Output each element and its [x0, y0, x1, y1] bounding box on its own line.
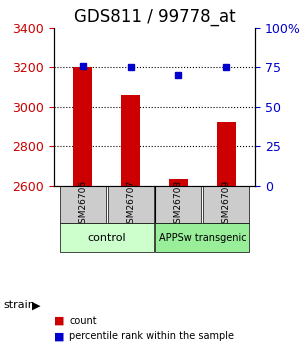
Title: GDS811 / 99778_at: GDS811 / 99778_at — [74, 8, 235, 26]
Text: count: count — [69, 316, 97, 326]
FancyBboxPatch shape — [203, 186, 249, 224]
FancyBboxPatch shape — [155, 186, 201, 224]
Text: strain: strain — [3, 300, 35, 310]
Bar — [169, 179, 188, 186]
FancyBboxPatch shape — [60, 224, 154, 252]
Bar — [121, 95, 140, 186]
Bar — [217, 122, 236, 186]
Text: GSM26706: GSM26706 — [78, 180, 87, 229]
Text: control: control — [87, 233, 126, 243]
Text: GSM26708: GSM26708 — [174, 180, 183, 229]
Text: GSM26709: GSM26709 — [222, 180, 231, 229]
Text: ■: ■ — [54, 316, 64, 326]
Text: APPSw transgenic: APPSw transgenic — [158, 233, 246, 243]
Text: ■: ■ — [54, 332, 64, 341]
Text: GSM26707: GSM26707 — [126, 180, 135, 229]
FancyBboxPatch shape — [155, 224, 249, 252]
Text: percentile rank within the sample: percentile rank within the sample — [69, 332, 234, 341]
FancyBboxPatch shape — [60, 186, 106, 224]
Bar — [73, 67, 92, 186]
FancyBboxPatch shape — [108, 186, 154, 224]
Text: ▶: ▶ — [32, 300, 40, 310]
